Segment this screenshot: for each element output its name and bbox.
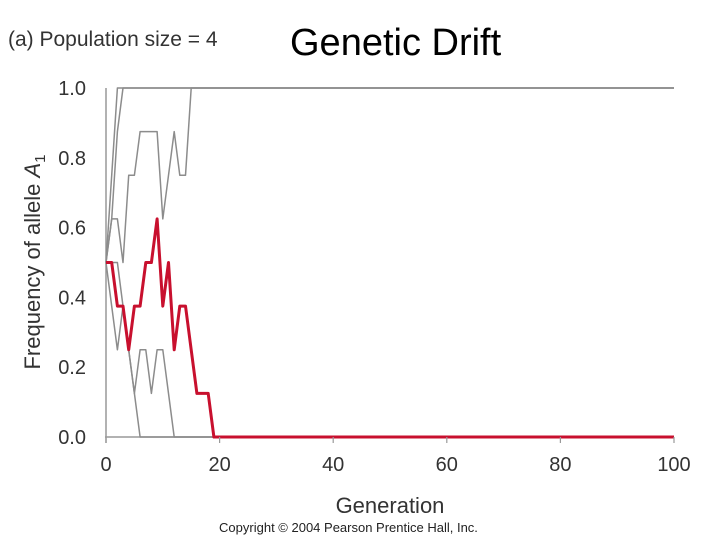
chart-axes bbox=[105, 88, 674, 443]
x-tick-label: 60 bbox=[436, 454, 458, 476]
x-tick-label: 40 bbox=[322, 454, 344, 476]
page-title: Genetic Drift bbox=[290, 22, 502, 64]
x-tick-label: 80 bbox=[549, 454, 571, 476]
panel-label: (a) Population size = 4 bbox=[8, 28, 218, 51]
y-axis-title: Frequency of allele A1 bbox=[20, 154, 49, 369]
x-tick-label: 20 bbox=[208, 454, 230, 476]
copyright-notice: Copyright © 2004 Pearson Prentice Hall, … bbox=[219, 520, 478, 535]
y-tick-label: 0.6 bbox=[58, 218, 86, 240]
y-tick-label: 0.0 bbox=[58, 427, 86, 449]
y-axis-title-symbol: A bbox=[20, 163, 45, 180]
series-line bbox=[105, 87, 674, 263]
y-tick-label: 0.4 bbox=[58, 287, 86, 309]
simulation-lines bbox=[105, 87, 674, 438]
highlight-simulation-lines bbox=[106, 217, 674, 439]
series-line bbox=[106, 261, 674, 438]
y-axis-title-subscript: 1 bbox=[32, 154, 49, 162]
y-tick-label: 0.8 bbox=[58, 148, 86, 170]
y-tick-labels: 0.0 0.2 0.4 0.6 0.8 1.0 bbox=[58, 78, 86, 449]
y-tick-label: 1.0 bbox=[58, 78, 86, 100]
highlight-series-line bbox=[106, 217, 674, 439]
x-tick-label: 0 bbox=[100, 454, 111, 476]
y-tick-label: 0.2 bbox=[58, 357, 86, 379]
x-tick-labels: 0 20 40 60 80 100 bbox=[100, 437, 691, 476]
y-axis-title-text: Frequency of allele bbox=[20, 178, 45, 370]
x-tick-label: 100 bbox=[657, 454, 690, 476]
series-line bbox=[105, 87, 674, 264]
series-line bbox=[105, 87, 674, 263]
x-axis-title: Generation bbox=[336, 493, 445, 518]
